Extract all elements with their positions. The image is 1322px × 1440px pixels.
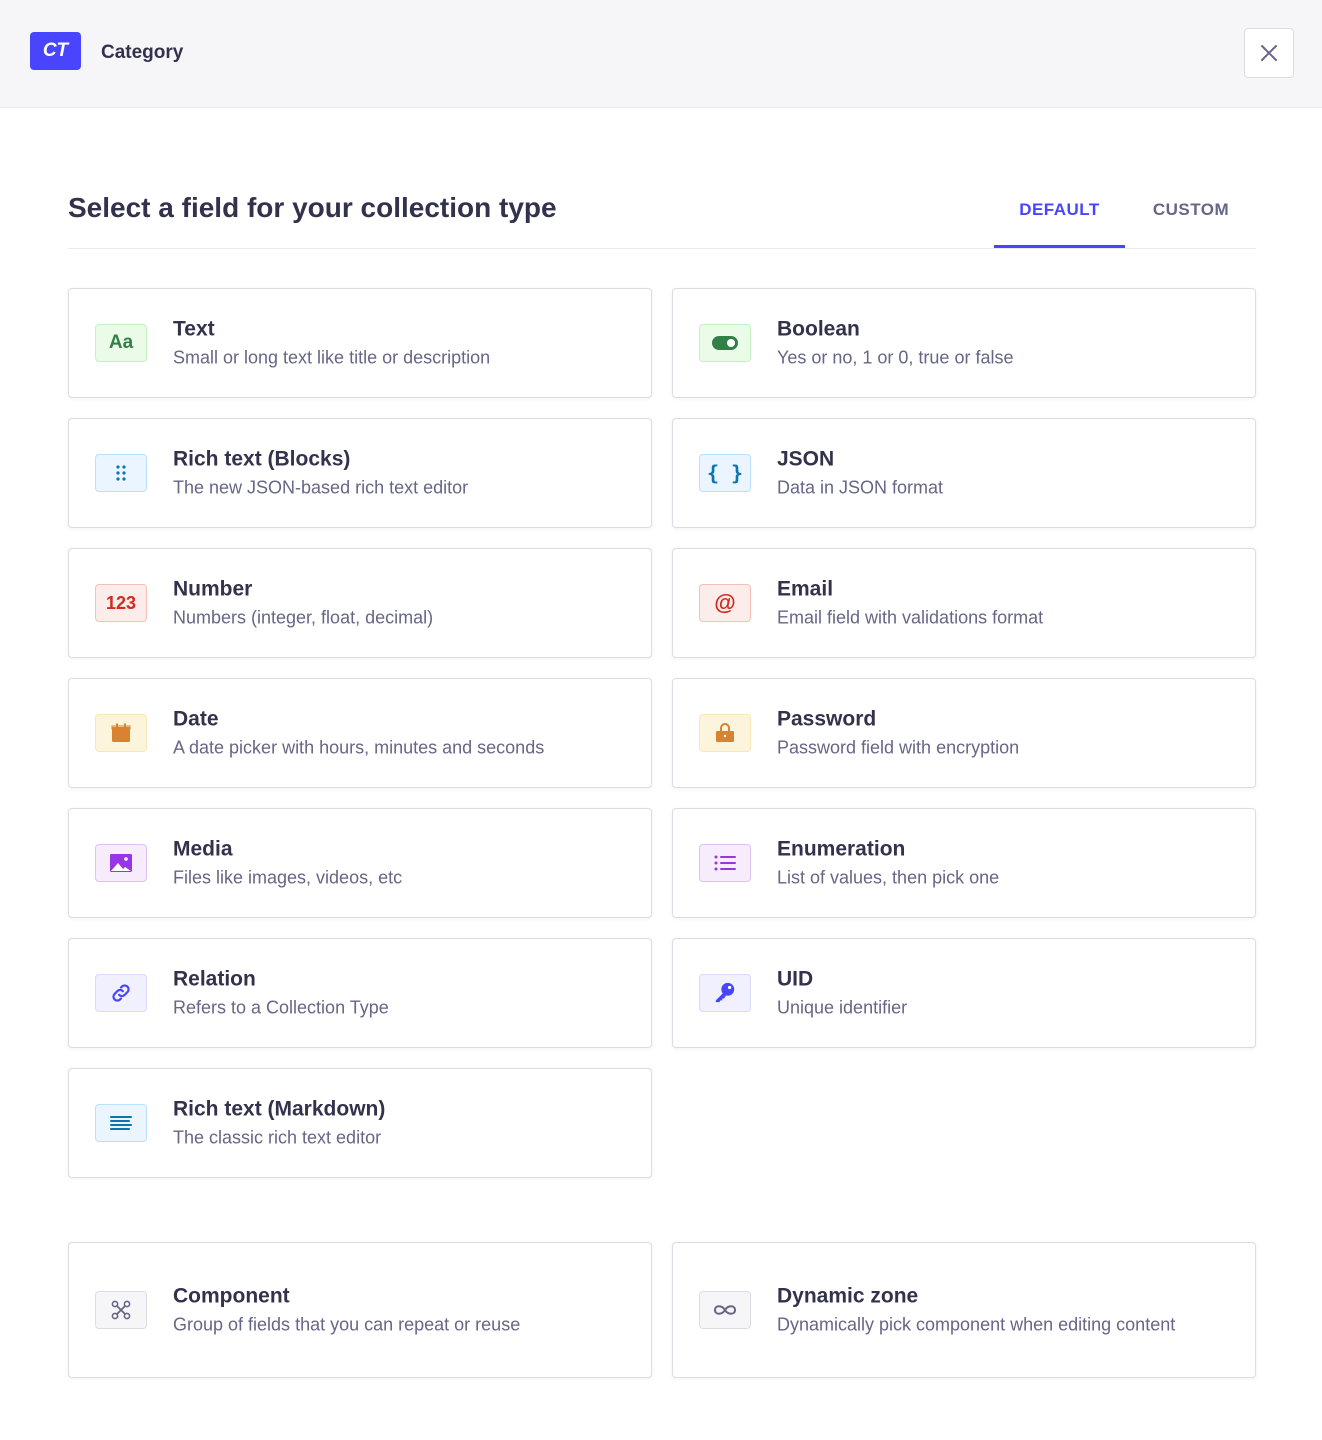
key-icon	[699, 974, 751, 1012]
field-card-text: Text Small or long text like title or des…	[173, 316, 613, 371]
field-card-media[interactable]: Media Files like images, videos, etc	[68, 808, 652, 918]
toggle-icon	[699, 324, 751, 362]
field-card-enumeration[interactable]: Enumeration List of values, then pick one	[672, 808, 1256, 918]
drag-dots-icon	[95, 454, 147, 492]
field-card-text: Media Files like images, videos, etc	[173, 836, 613, 891]
infinity-icon	[699, 1291, 751, 1329]
at-sign-icon: @	[699, 584, 751, 622]
component-icon	[95, 1291, 147, 1329]
tab-default[interactable]: DEFAULT	[994, 200, 1125, 248]
field-description: The new JSON-based rich text editor	[173, 477, 469, 498]
field-card-text: Rich text (Markdown) The classic rich tex…	[173, 1096, 613, 1151]
field-description: Refers to a Collection Type	[173, 997, 389, 1018]
field-title: Rich text (Blocks)	[173, 447, 351, 471]
field-description: Email field with validations format	[777, 607, 1044, 628]
field-card-text: Date A date picker with hours, minutes an…	[173, 706, 613, 761]
field-card-dynamic-zone[interactable]: Dynamic zone Dynamically pick component w…	[672, 1242, 1256, 1378]
tab-custom[interactable]: CUSTOM	[1152, 200, 1230, 219]
field-description: List of values, then pick one	[777, 867, 1000, 888]
field-card-text: Enumeration List of values, then pick one	[777, 836, 1217, 891]
field-description: Yes or no, 1 or 0, true or false	[777, 347, 1014, 368]
field-card-text: Relation Refers to a Collection Type	[173, 966, 613, 1021]
field-card-date[interactable]: Date A date picker with hours, minutes an…	[68, 678, 652, 788]
field-card-uid[interactable]: UID Unique identifier	[672, 938, 1256, 1048]
field-card-boolean[interactable]: Boolean Yes or no, 1 or 0, true or false	[672, 288, 1256, 398]
field-description: The classic rich text editor	[173, 1127, 382, 1148]
link-icon	[95, 974, 147, 1012]
field-card-email[interactable]: @ Email Email field with validations form…	[672, 548, 1256, 658]
field-card-component[interactable]: Component Group of fields that you can re…	[68, 1242, 652, 1378]
field-title: Component	[173, 1284, 290, 1308]
list-icon	[699, 844, 751, 882]
field-description: Data in JSON format	[777, 477, 944, 498]
field-card-text: Password Password field with encryption	[777, 706, 1217, 761]
image-icon	[95, 844, 147, 882]
close-icon	[1261, 45, 1277, 61]
braces-icon: { }	[699, 454, 751, 492]
text-icon: Aa	[95, 324, 147, 362]
field-card-password[interactable]: Password Password field with encryption	[672, 678, 1256, 788]
lock-icon	[699, 714, 751, 752]
field-card-text: Dynamic zone Dynamically pick component w…	[777, 1283, 1217, 1338]
field-description: Dynamically pick component when editing …	[777, 1314, 1176, 1335]
field-card-text[interactable]: Aa Text Small or long text like title or …	[68, 288, 652, 398]
close-button[interactable]	[1244, 28, 1294, 78]
field-card-rich-text-markdown[interactable]: Rich text (Markdown) The classic rich tex…	[68, 1068, 652, 1178]
field-card-json[interactable]: { } JSON Data in JSON format	[672, 418, 1256, 528]
field-description: A date picker with hours, minutes and se…	[173, 737, 545, 758]
field-card-text: UID Unique identifier	[777, 966, 1217, 1021]
field-description: Numbers (integer, float, decimal)	[173, 607, 434, 628]
tabs-divider	[68, 248, 1256, 249]
field-card-text: Email Email field with validations format	[777, 576, 1217, 631]
field-description: Group of fields that you can repeat or r…	[173, 1314, 521, 1335]
field-card-text: Boolean Yes or no, 1 or 0, true or false	[777, 316, 1217, 371]
field-title: Media	[173, 837, 233, 861]
field-card-relation[interactable]: Relation Refers to a Collection Type	[68, 938, 652, 1048]
field-card-number[interactable]: 123 Number Numbers (integer, float, decim…	[68, 548, 652, 658]
field-title: Number	[173, 577, 253, 601]
page-title: Select a field for your collection type	[68, 192, 557, 223]
field-card-text: Component Group of fields that you can re…	[173, 1283, 613, 1338]
field-description: Small or long text like title or descrip…	[173, 347, 491, 368]
field-title: Email	[777, 577, 834, 601]
field-card-text: JSON Data in JSON format	[777, 446, 1217, 501]
field-title: UID	[777, 967, 814, 991]
field-card-rich-text-blocks[interactable]: Rich text (Blocks) The new JSON-based ric…	[68, 418, 652, 528]
content-type-badge: CT	[30, 32, 81, 70]
field-title: Text	[173, 317, 215, 341]
field-description: Password field with encryption	[777, 737, 1020, 758]
calendar-icon	[95, 714, 147, 752]
number-icon: 123	[95, 584, 147, 622]
field-title: JSON	[777, 447, 835, 471]
field-title: Rich text (Markdown)	[173, 1097, 386, 1121]
content-type-name: Category	[101, 42, 184, 63]
field-card-text: Number Numbers (integer, float, decimal)	[173, 576, 613, 631]
field-title: Relation	[173, 967, 256, 991]
field-description: Unique identifier	[777, 997, 908, 1018]
align-left-icon	[95, 1104, 147, 1142]
field-title: Date	[173, 707, 219, 731]
field-card-text: Rich text (Blocks) The new JSON-based ric…	[173, 446, 613, 501]
modal-header: CT Category	[0, 0, 1322, 108]
field-title: Enumeration	[777, 837, 906, 861]
field-title: Dynamic zone	[777, 1284, 919, 1308]
field-description: Files like images, videos, etc	[173, 867, 403, 888]
field-title: Password	[777, 707, 877, 731]
field-title: Boolean	[777, 317, 860, 341]
